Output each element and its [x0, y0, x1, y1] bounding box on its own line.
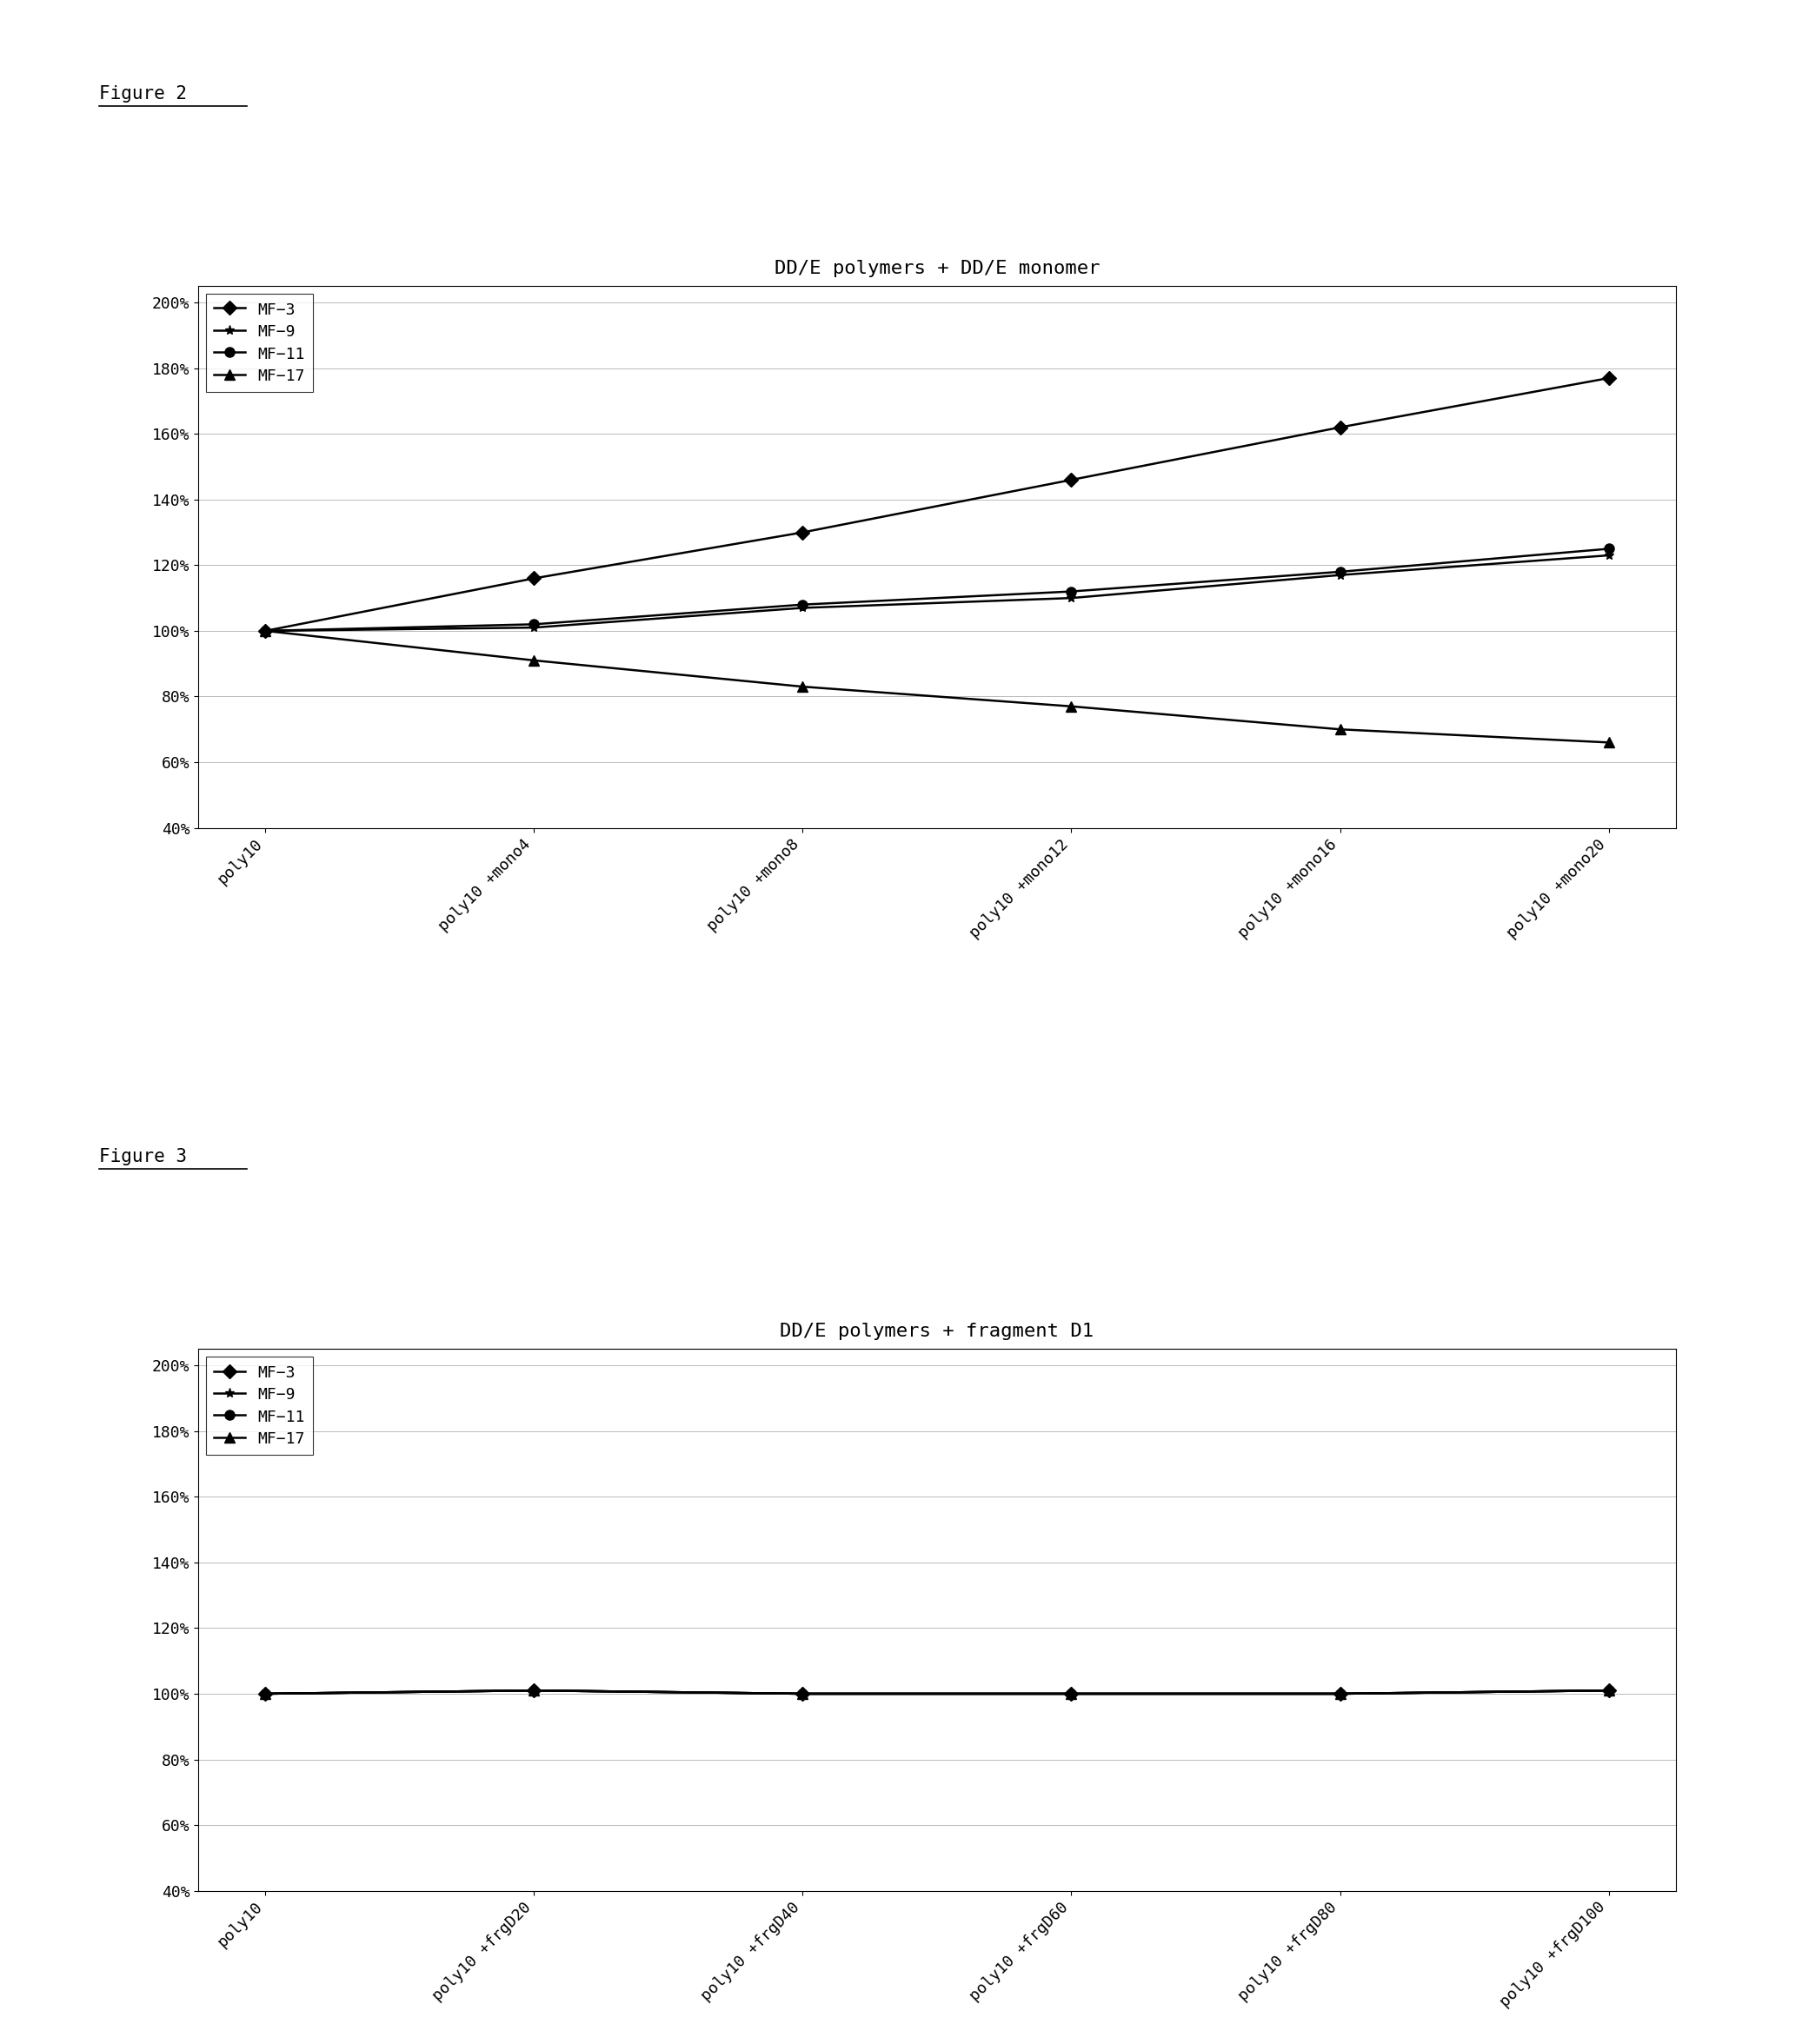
MF−3 [1598, 1678, 1620, 1703]
MF−3 [1061, 468, 1083, 493]
MF−9 [1330, 562, 1352, 587]
Line: MF−17: MF−17 [261, 625, 1613, 748]
Line: MF−3: MF−3 [261, 1686, 1613, 1699]
MF−11 [791, 1682, 813, 1707]
MF−3 [254, 619, 276, 644]
Title: DD/E polymers + fragment D1: DD/E polymers + fragment D1 [780, 1322, 1094, 1341]
Line: MF−11: MF−11 [261, 1686, 1613, 1699]
MF−3 [1330, 415, 1352, 439]
MF−9 [1061, 1682, 1083, 1707]
MF−11 [1061, 578, 1083, 603]
MF−11 [1598, 536, 1620, 560]
MF−3 [1061, 1682, 1083, 1707]
MF−9 [1061, 587, 1083, 611]
MF−3 [1598, 366, 1620, 390]
MF−9 [523, 615, 544, 640]
MF−17 [1598, 1678, 1620, 1703]
MF−3 [254, 1682, 276, 1707]
MF−3 [523, 1678, 544, 1703]
MF−11 [523, 1678, 544, 1703]
Line: MF−17: MF−17 [261, 1686, 1613, 1699]
Line: MF−9: MF−9 [261, 550, 1613, 636]
MF−11 [254, 1682, 276, 1707]
MF−11 [1330, 560, 1352, 585]
MF−17 [523, 648, 544, 672]
Line: MF−11: MF−11 [261, 544, 1613, 636]
MF−17 [254, 1682, 276, 1707]
MF−17 [523, 1678, 544, 1703]
MF−3 [791, 519, 813, 544]
Line: MF−9: MF−9 [261, 1686, 1613, 1699]
MF−17 [1598, 730, 1620, 754]
MF−11 [1330, 1682, 1352, 1707]
MF−11 [523, 611, 544, 636]
Title: DD/E polymers + DD/E monomer: DD/E polymers + DD/E monomer [775, 260, 1099, 278]
MF−3 [791, 1682, 813, 1707]
MF−17 [791, 1682, 813, 1707]
MF−17 [1061, 1682, 1083, 1707]
Line: MF−3: MF−3 [261, 374, 1613, 636]
Legend: MF−3, MF−9, MF−11, MF−17: MF−3, MF−9, MF−11, MF−17 [205, 1357, 314, 1455]
MF−9 [791, 595, 813, 619]
MF−9 [254, 619, 276, 644]
MF−17 [791, 675, 813, 699]
MF−9 [1598, 544, 1620, 568]
MF−9 [254, 1682, 276, 1707]
MF−11 [791, 593, 813, 617]
MF−17 [254, 619, 276, 644]
MF−9 [791, 1682, 813, 1707]
MF−11 [1598, 1678, 1620, 1703]
Text: Figure 3: Figure 3 [99, 1147, 187, 1165]
MF−3 [523, 566, 544, 591]
MF−9 [1330, 1682, 1352, 1707]
MF−11 [1061, 1682, 1083, 1707]
MF−9 [523, 1678, 544, 1703]
MF−11 [254, 619, 276, 644]
Legend: MF−3, MF−9, MF−11, MF−17: MF−3, MF−9, MF−11, MF−17 [205, 294, 314, 392]
MF−17 [1330, 717, 1352, 742]
Text: Figure 2: Figure 2 [99, 84, 187, 102]
MF−17 [1330, 1682, 1352, 1707]
MF−17 [1061, 695, 1083, 719]
MF−9 [1598, 1678, 1620, 1703]
MF−3 [1330, 1682, 1352, 1707]
